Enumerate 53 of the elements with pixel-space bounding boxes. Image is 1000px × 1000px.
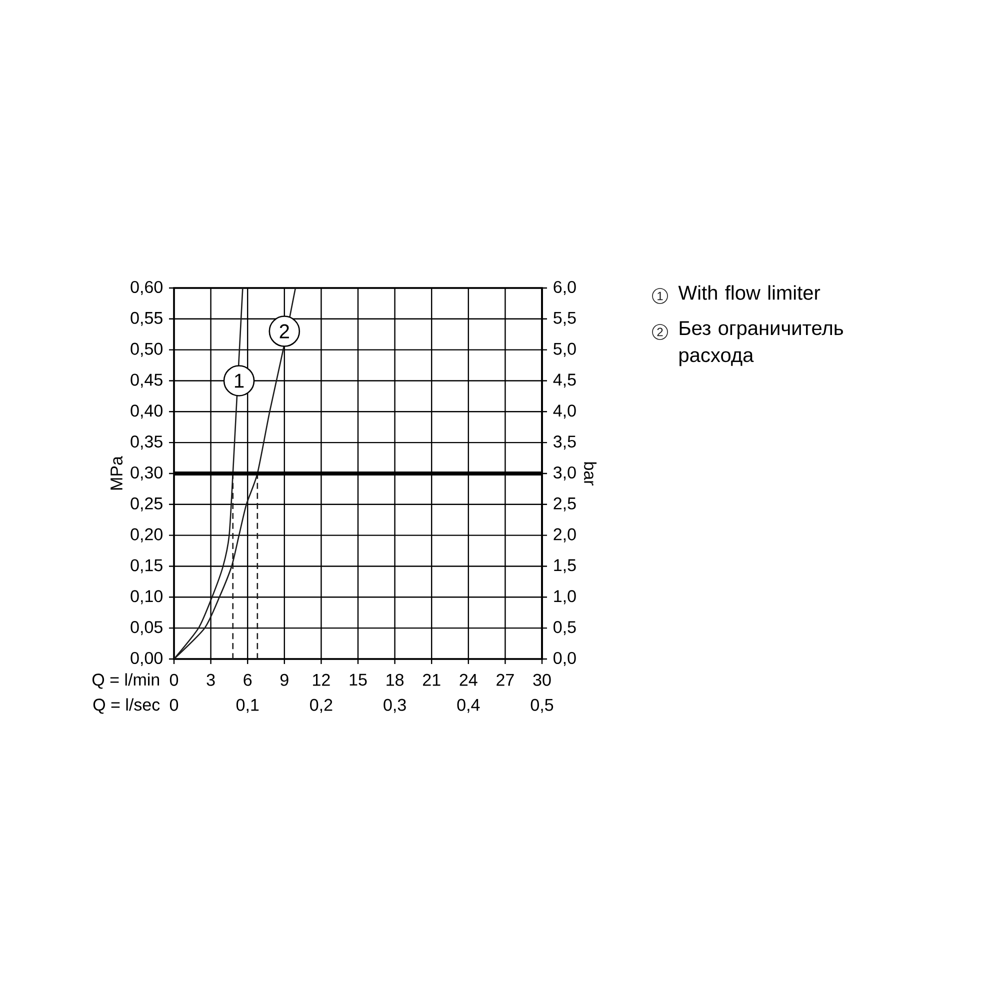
y-tick-label: 0,40 bbox=[130, 404, 162, 419]
annotation: 1 bbox=[234, 374, 244, 388]
y-tick-label: 0,55 bbox=[130, 312, 162, 326]
x2-tick-label: 0,4 bbox=[457, 698, 480, 713]
y-tick-label: 0,00 bbox=[130, 652, 162, 666]
y2-tick-label: 0,0 bbox=[554, 652, 576, 666]
x-tick-label: 9 bbox=[280, 674, 288, 686]
y2-tick-label: 1,5 bbox=[554, 559, 576, 574]
y2-tick-label: 0,5 bbox=[554, 621, 576, 636]
x-tick-label: 0 bbox=[170, 674, 178, 686]
y-tick-label: 0,30 bbox=[130, 466, 162, 481]
y-tick-label: 0,05 bbox=[130, 621, 162, 636]
x2-axis-title: Q = l/sec bbox=[93, 698, 160, 714]
y-tick-label: 0,60 bbox=[130, 280, 162, 296]
y2-tick-label: 5,0 bbox=[554, 342, 576, 357]
y-tick-label: 0,45 bbox=[130, 374, 162, 388]
x2-tick-label: 0,2 bbox=[310, 698, 332, 713]
y-tick-label: 0,25 bbox=[130, 497, 162, 512]
x-tick-label: 6 bbox=[244, 674, 252, 686]
text: 2 bbox=[657, 328, 663, 336]
y2-tick-label: 1,0 bbox=[554, 590, 576, 604]
x2-tick-label: 0 bbox=[170, 698, 178, 711]
y2-tick-label: 4,5 bbox=[553, 374, 576, 388]
y-tick-label: 0,50 bbox=[130, 342, 162, 357]
x-tick-label: 30 bbox=[533, 674, 551, 686]
y2-tick-label: 3,5 bbox=[554, 436, 576, 450]
y2-tick-label: 3,0 bbox=[554, 466, 576, 481]
x-tick-label: 24 bbox=[460, 674, 478, 686]
y-tick-label: 0,10 bbox=[130, 590, 162, 604]
x-tick-label: 18 bbox=[386, 674, 404, 686]
annotation: 2 bbox=[280, 324, 289, 338]
y-tick-label: 0,35 bbox=[130, 436, 162, 450]
x2-tick-label: 0,3 bbox=[384, 698, 406, 713]
y2-tick-label: 6,0 bbox=[554, 280, 576, 296]
x2-tick-label: 0,1 bbox=[236, 698, 259, 713]
y-axis-title: MPa bbox=[110, 456, 123, 490]
x-tick-label: 3 bbox=[206, 674, 215, 686]
y2-tick-label: 4,0 bbox=[553, 404, 576, 419]
y2-tick-label: 2,5 bbox=[554, 497, 576, 512]
y2-axis-title: bar bbox=[584, 462, 597, 486]
x-tick-label: 15 bbox=[350, 674, 367, 686]
y2-tick-label: 2,0 bbox=[554, 528, 576, 542]
legend-label: Без ограничитель расхода bbox=[680, 321, 843, 366]
x2-tick-label: 0,5 bbox=[530, 698, 554, 713]
legend-label: With flow limiter bbox=[678, 285, 820, 300]
text: 1 bbox=[658, 292, 663, 300]
x-tick-label: 27 bbox=[496, 674, 514, 686]
y-tick-label: 0,20 bbox=[130, 528, 162, 542]
x-tick-label: 21 bbox=[423, 674, 440, 686]
y-tick-label: 0,15 bbox=[130, 559, 162, 574]
y2-tick-label: 5,5 bbox=[554, 312, 576, 326]
x-axis-title: Q = l/min bbox=[92, 673, 160, 689]
x-tick-label: 12 bbox=[313, 674, 330, 686]
